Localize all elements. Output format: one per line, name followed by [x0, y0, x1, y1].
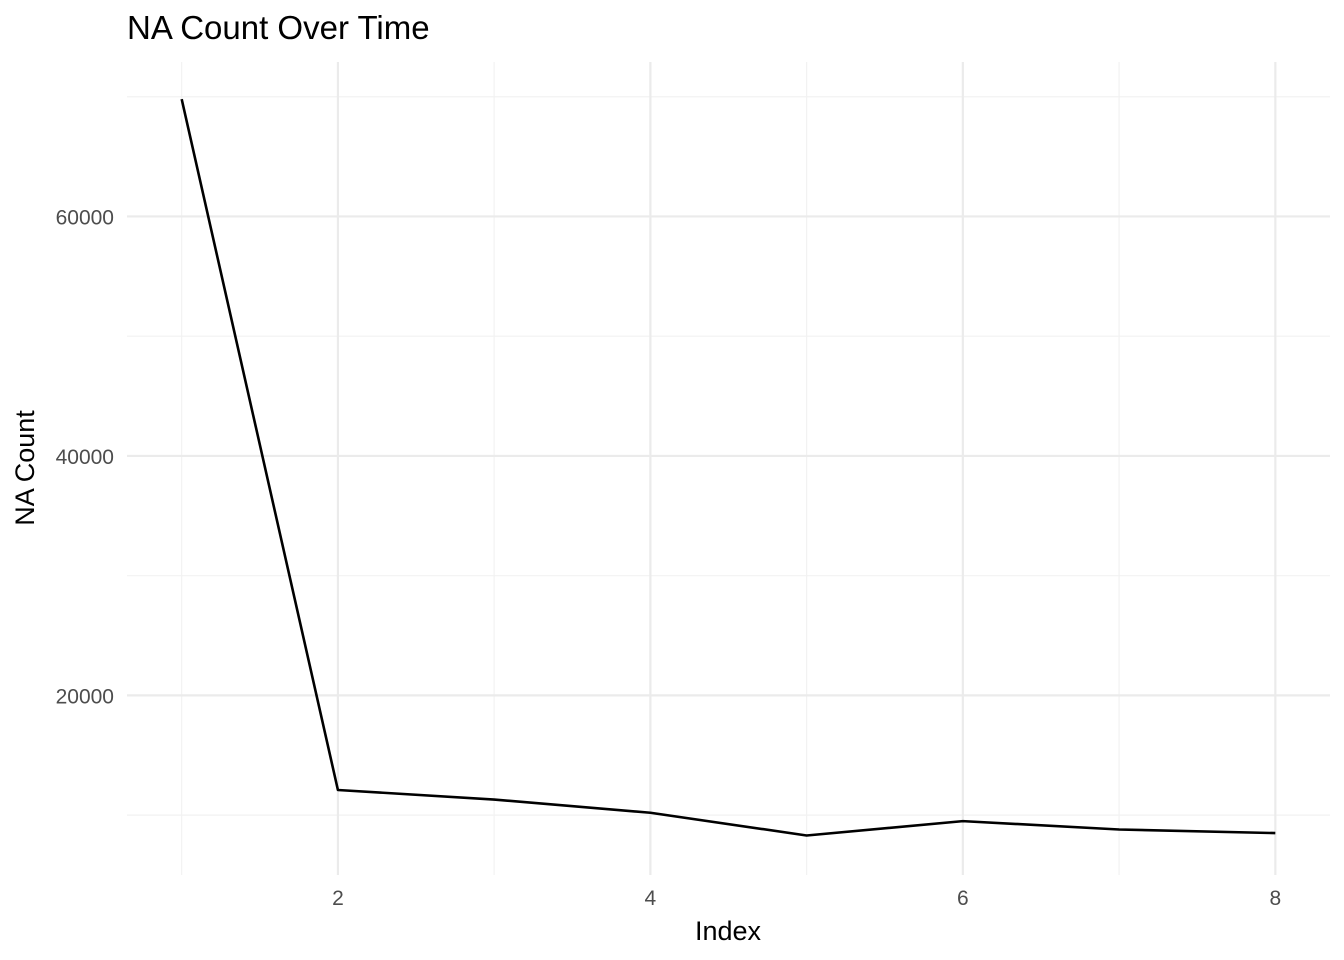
series-line: [180, 98, 1276, 837]
x-axis-title: Index: [695, 916, 762, 946]
y-tick-label: 60000: [56, 206, 114, 229]
y-tick-label: 20000: [56, 685, 114, 708]
x-tick-label: 2: [332, 887, 344, 910]
x-tick-label: 8: [1269, 887, 1281, 910]
x-axis-tick-labels: 2 4 6 8: [332, 887, 1281, 910]
series-layer: [180, 98, 1276, 837]
x-tick-label: 6: [957, 887, 969, 910]
major-gridlines: [127, 62, 1330, 875]
minor-gridlines: [127, 62, 1330, 875]
chart-title: NA Count Over Time: [127, 9, 430, 46]
y-axis-title: NA Count: [10, 410, 40, 526]
y-tick-label: 40000: [56, 446, 114, 469]
x-tick-label: 4: [645, 887, 657, 910]
y-axis-tick-labels: 20000 40000 60000: [56, 206, 114, 708]
